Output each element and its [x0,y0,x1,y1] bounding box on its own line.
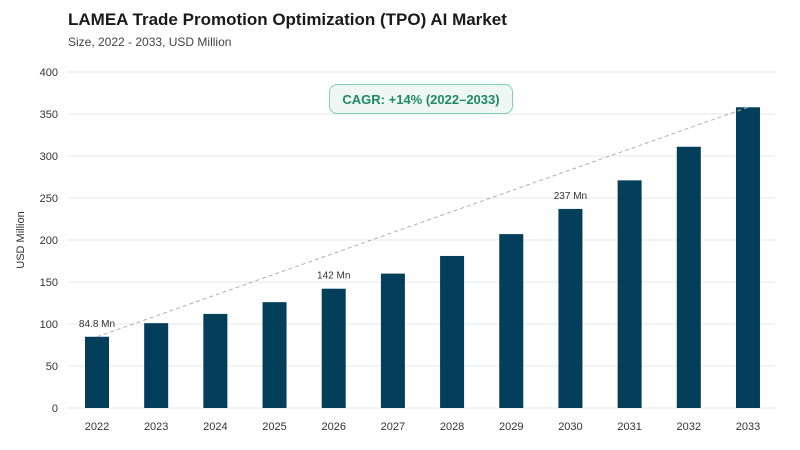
x-tick-label: 2032 [677,421,701,433]
trend-line [96,106,749,338]
x-tick-label: 2022 [85,421,109,433]
y-tick-label: 350 [40,109,58,121]
x-tick-label: 2033 [736,421,760,433]
bar-2026 [321,288,346,408]
x-tick-label: 2024 [203,421,227,433]
y-tick-label: 300 [40,151,58,163]
y-tick-label: 200 [40,235,58,247]
bar-2025 [262,302,287,408]
x-tick-label: 2031 [617,421,641,433]
bar-2032 [676,146,701,408]
x-tick-label: 2025 [262,421,286,433]
chart-title: LAMEA Trade Promotion Optimization (TPO)… [68,10,507,29]
x-tick-label: 2028 [440,421,464,433]
y-tick-label: 50 [46,361,58,373]
bar-2023 [144,323,169,408]
y-tick-label: 0 [52,403,58,415]
y-tick-label: 400 [40,67,58,79]
x-tick-label: 2027 [381,421,405,433]
x-tick-label: 2029 [499,421,523,433]
x-tick-label: 2026 [321,421,345,433]
y-tick-label: 250 [40,193,58,205]
bar-2024 [203,313,228,408]
bar-2027 [380,273,405,408]
data-label: 142 Mn [317,271,350,282]
y-tick-label: 100 [40,319,58,331]
bar-2028 [440,255,465,408]
data-label: 84.8 Mn [79,319,115,330]
bar-2033 [735,107,760,408]
bar-2031 [617,180,642,408]
x-tick-label: 2030 [558,421,582,433]
chart-subtitle: Size, 2022 - 2033, USD Million [68,35,232,49]
bar-2029 [499,234,524,408]
cagr-badge: CAGR: +14% (2022–2033) [329,84,513,114]
bar-2022 [85,336,109,408]
bar-2030 [558,208,583,408]
y-tick-label: 150 [40,277,58,289]
y-axis-label: USD Million [15,211,27,268]
x-tick-label: 2023 [144,421,168,433]
data-label: 237 Mn [554,191,587,202]
